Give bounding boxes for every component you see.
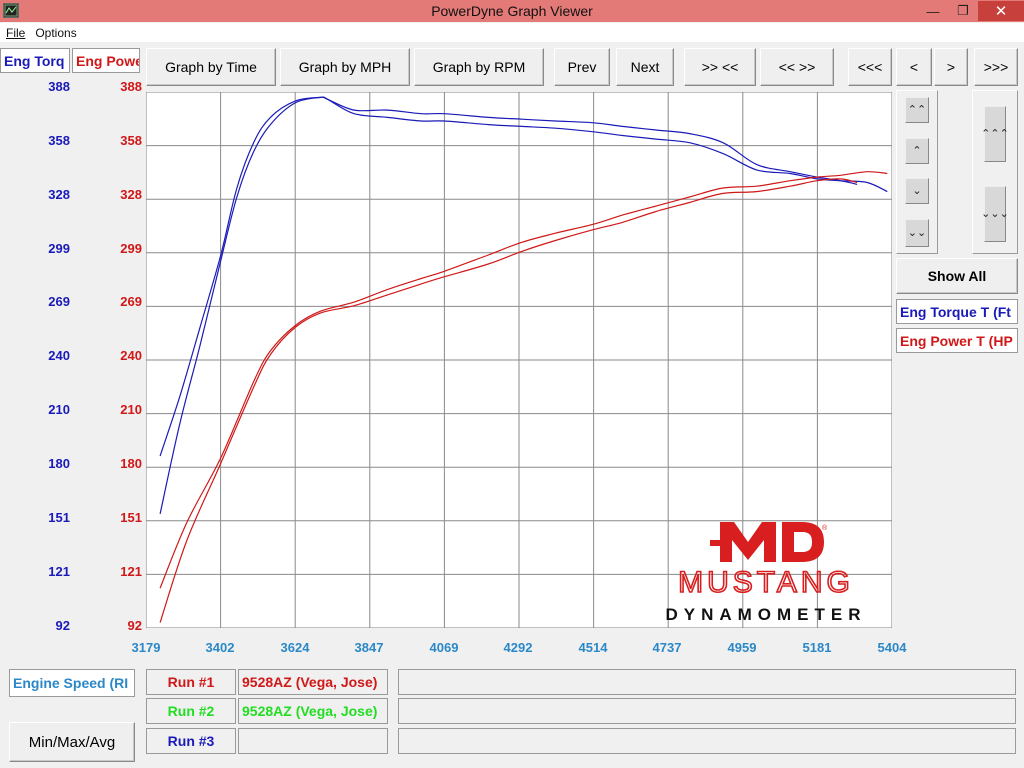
down-button[interactable]: ⌄ <box>905 178 929 204</box>
legend-torque[interactable]: Eng Torque T (Ft <box>896 299 1018 324</box>
menu-options[interactable]: Options <box>35 25 77 40</box>
mustang-dynamometer-logo: ® MUSTANG DYNAMOMETER <box>640 520 892 626</box>
x-tick-label: 4069 <box>429 640 459 655</box>
run2-info-bar <box>398 698 1016 724</box>
x-tick-label: 4292 <box>503 640 533 655</box>
window-title: PowerDyne Graph Viewer <box>431 3 593 19</box>
x-tick-label: 4959 <box>727 640 757 655</box>
graph-by-rpm-button[interactable]: Graph by RPM <box>414 48 544 86</box>
close-button[interactable]: ✕ <box>978 1 1024 21</box>
torque-tick-label: 121 <box>48 564 70 579</box>
scroll-first-button[interactable]: <<< <box>848 48 892 86</box>
torque-tick-label: 180 <box>48 456 70 471</box>
up-button[interactable]: ⌃ <box>905 138 929 164</box>
power-tick-label: 240 <box>120 348 142 363</box>
page-down-button[interactable]: ⌄⌄ <box>905 219 929 247</box>
app-icon[interactable] <box>3 3 19 18</box>
power-tick-label: 121 <box>120 564 142 579</box>
logo-graphic: ® MUSTANG DYNAMOMETER <box>665 522 866 624</box>
power-tick-label: 92 <box>127 618 142 633</box>
window-controls: — ❐ ✕ <box>918 0 1024 22</box>
zoom-out-button[interactable]: << >> <box>760 48 834 86</box>
power-tick-label: 328 <box>120 187 142 202</box>
torque-tick-label: 388 <box>48 79 70 94</box>
scroll-last-button[interactable]: >>> <box>974 48 1018 86</box>
torque-axis-label[interactable]: Eng Torq <box>0 48 70 73</box>
x-tick-label: 5404 <box>877 640 907 655</box>
x-tick-label: 5181 <box>802 640 832 655</box>
graph-by-time-button[interactable]: Graph by Time <box>146 48 276 86</box>
run3-label[interactable]: Run #3 <box>146 728 236 754</box>
power-tick-label: 388 <box>120 79 142 94</box>
min-max-avg-button[interactable]: Min/Max/Avg <box>9 722 135 762</box>
scroll-right-button[interactable]: > <box>934 48 968 86</box>
power-tick-label: 358 <box>120 133 142 148</box>
torque-tick-label: 151 <box>48 510 70 525</box>
run1-name[interactable]: 9528AZ (Vega, Jose) <box>238 669 388 695</box>
x-tick-label: 4514 <box>578 640 608 655</box>
logo-dynamometer-text: DYNAMOMETER <box>665 605 866 624</box>
torque-series-line-run2 <box>159 96 858 457</box>
torque-series-line-run1 <box>159 96 888 515</box>
run3-info-bar <box>398 728 1016 754</box>
torque-tick-label: 358 <box>48 133 70 148</box>
power-tick-label: 180 <box>120 456 142 471</box>
menu-file[interactable]: File <box>6 25 26 40</box>
menu-bar: File Options <box>0 23 1024 42</box>
torque-tick-label: 269 <box>48 294 70 309</box>
title-bar: PowerDyne Graph Viewer — ❐ ✕ <box>0 0 1024 22</box>
torque-tick-label: 92 <box>55 618 70 633</box>
page-up-button[interactable]: ⌃⌃ <box>905 97 929 123</box>
run2-name[interactable]: 9528AZ (Vega, Jose) <box>238 698 388 724</box>
zoom-in-button[interactable]: >> << <box>684 48 756 86</box>
torque-tick-label: 299 <box>48 241 70 256</box>
x-tick-label: 3624 <box>280 640 310 655</box>
minimize-button[interactable]: — <box>926 3 940 19</box>
big-up-button[interactable]: ⌃⌃⌃ <box>981 106 1009 162</box>
x-tick-label: 3179 <box>131 640 161 655</box>
torque-tick-label: 210 <box>48 402 70 417</box>
legend-power[interactable]: Eng Power T (HP <box>896 328 1018 353</box>
x-axis-label[interactable]: Engine Speed (RI <box>9 669 135 697</box>
next-button[interactable]: Next <box>616 48 674 86</box>
graph-by-mph-button[interactable]: Graph by MPH <box>280 48 410 86</box>
restore-button[interactable]: ❐ <box>957 3 969 18</box>
power-tick-label: 210 <box>120 402 142 417</box>
show-all-button[interactable]: Show All <box>896 258 1018 294</box>
prev-button[interactable]: Prev <box>554 48 610 86</box>
run2-label[interactable]: Run #2 <box>146 698 236 724</box>
scroll-left-button[interactable]: < <box>896 48 932 86</box>
power-series-line-run2 <box>159 171 888 589</box>
power-tick-label: 299 <box>120 241 142 256</box>
power-tick-label: 151 <box>120 510 142 525</box>
x-tick-label: 3847 <box>354 640 384 655</box>
big-down-button[interactable]: ⌄⌄⌄ <box>981 186 1009 242</box>
x-tick-label: 3402 <box>205 640 235 655</box>
run1-label[interactable]: Run #1 <box>146 669 236 695</box>
logo-registered-mark: ® <box>822 524 828 532</box>
power-series-line-run1 <box>159 178 858 623</box>
power-axis-label[interactable]: Eng Powe <box>72 48 140 73</box>
torque-tick-label: 328 <box>48 187 70 202</box>
run1-info-bar <box>398 669 1016 695</box>
logo-mustang-text: MUSTANG <box>678 566 854 599</box>
torque-tick-label: 240 <box>48 348 70 363</box>
x-tick-label: 4737 <box>652 640 682 655</box>
power-tick-label: 269 <box>120 294 142 309</box>
run3-name[interactable] <box>238 728 388 754</box>
